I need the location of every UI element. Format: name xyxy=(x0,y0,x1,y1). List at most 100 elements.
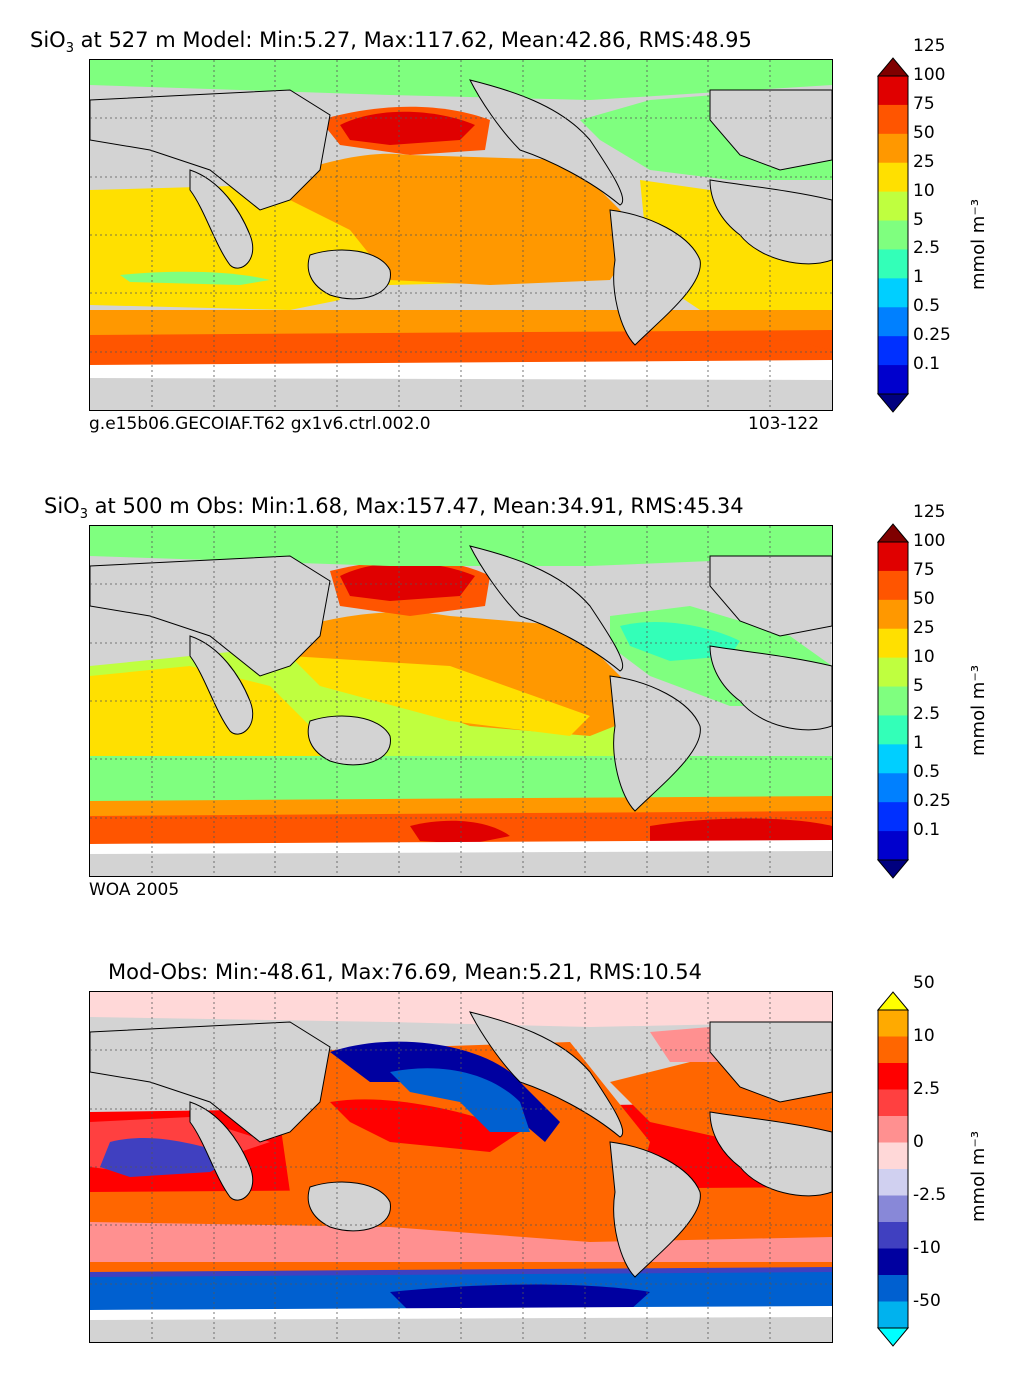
colorbar-segment xyxy=(878,1222,908,1249)
colorbar-segment xyxy=(878,336,908,366)
colorbar-diff-svg xyxy=(876,991,910,1347)
colorbar-tick-label: 100 xyxy=(913,65,946,85)
colorbar-segment xyxy=(878,599,908,630)
colorbar-extend-min xyxy=(876,393,910,413)
colorbar-diff xyxy=(876,991,910,1347)
colorbar-tick-label: 5 xyxy=(913,209,924,230)
panel-diff: Mod-Obs: Min:-48.61, Max:76.69, Mean:5.2… xyxy=(0,932,1022,1373)
colorbar-segment xyxy=(878,802,908,832)
run-name: g.e15b06.GECOIAF.T62 gx1v6.ctrl.002.0 xyxy=(89,414,431,434)
year-range: 103-122 xyxy=(748,414,820,434)
map-model xyxy=(89,59,833,411)
colorbar-tick-label: -10 xyxy=(913,1237,941,1258)
colorbar-tick-label: 25 xyxy=(913,617,935,638)
map-diff xyxy=(89,991,833,1343)
colorbar-segment xyxy=(878,1089,908,1117)
colorbar-unit: mmol m⁻³ xyxy=(968,664,989,756)
colorbar-segment xyxy=(878,191,908,222)
colorbar-model xyxy=(876,57,910,413)
colorbar-segment xyxy=(878,1301,908,1329)
map-diff-svg xyxy=(90,992,832,1342)
dataset-name: WOA 2005 xyxy=(89,880,180,900)
colorbar-tick-label: 50 xyxy=(913,122,935,143)
colorbar-tick-label: 10 xyxy=(913,1025,935,1046)
map-obs-svg xyxy=(90,526,832,876)
title-text: at 500 m Obs: Min:1.68, Max:157.47, Mean… xyxy=(87,494,744,518)
colorbar-segment xyxy=(878,1010,908,1037)
colorbar-segment xyxy=(878,365,908,395)
colorbar-segment xyxy=(878,542,908,572)
colorbar-extend-max xyxy=(876,57,910,77)
colorbar-tick-label: 5 xyxy=(913,675,924,696)
colorbar-tick-label: 1 xyxy=(913,267,924,288)
colorbar-segment xyxy=(878,133,908,164)
colorbar-segment xyxy=(878,307,908,337)
colorbar-tick-label: 75 xyxy=(913,559,935,580)
colorbar-segment xyxy=(878,249,908,279)
colorbar-tick-label: 2.5 xyxy=(913,238,941,259)
colorbar-model-svg xyxy=(876,57,910,413)
colorbar-tick-label: 125 xyxy=(913,502,946,523)
colorbar-tick-label: 50 xyxy=(913,588,935,609)
colorbar-tick-label: 0.1 xyxy=(913,354,941,375)
panel-title: Mod-Obs: Min:-48.61, Max:76.69, Mean:5.2… xyxy=(108,960,702,984)
colorbar-tick-label: 0.1 xyxy=(913,820,941,841)
colorbar-extend-max xyxy=(876,523,910,543)
panel-title: SiO3 at 500 m Obs: Min:1.68, Max:157.47,… xyxy=(44,494,744,522)
colorbar-tick-label: 0.5 xyxy=(913,296,941,317)
colorbar-tick-label: 0.25 xyxy=(913,791,951,812)
colorbar-segment xyxy=(878,773,908,803)
colorbar-tick-label: 25 xyxy=(913,151,935,172)
colorbar-segment xyxy=(878,104,908,135)
colorbar-segment xyxy=(878,686,908,716)
colorbar-segment xyxy=(878,162,908,193)
colorbar-extend-max xyxy=(876,991,910,1011)
colorbar-segment xyxy=(878,657,908,688)
colorbar-segment xyxy=(878,628,908,659)
colorbar-tick-label: 2.5 xyxy=(913,704,941,725)
title-species: SiO xyxy=(30,28,66,52)
colorbar-segment xyxy=(878,1142,908,1170)
colorbar-extend-min xyxy=(876,1327,910,1347)
title-subscript: 3 xyxy=(65,41,74,57)
colorbar-unit: mmol m⁻³ xyxy=(968,1130,989,1222)
colorbar-tick-label: 50 xyxy=(913,972,935,993)
colorbar-segment xyxy=(878,1248,908,1276)
colorbar-unit: mmol m⁻³ xyxy=(968,198,989,290)
colorbar-tick-label: 2.5 xyxy=(913,1078,941,1099)
colorbar-tick-label: 10 xyxy=(913,180,935,201)
title-text: at 527 m Model: Min:5.27, Max:117.62, Me… xyxy=(73,28,752,52)
colorbar-segment xyxy=(878,278,908,308)
panel-obs: SiO3 at 500 m Obs: Min:1.68, Max:157.47,… xyxy=(0,466,1022,926)
colorbar-obs-svg xyxy=(876,523,910,879)
colorbar-obs xyxy=(876,523,910,879)
colorbar-tick-label: 1 xyxy=(913,733,924,754)
colorbar-tick-label: 100 xyxy=(913,531,946,551)
colorbar-segment xyxy=(878,1036,908,1064)
colorbar-tick-label: 0 xyxy=(913,1131,924,1152)
colorbar-segment xyxy=(878,220,908,250)
colorbar-segment xyxy=(878,715,908,745)
colorbar-extend-min xyxy=(876,859,910,879)
title-text: Mod-Obs: Min:-48.61, Max:76.69, Mean:5.2… xyxy=(108,960,702,984)
map-model-svg xyxy=(90,60,832,410)
colorbar-tick-label: -2.5 xyxy=(913,1184,947,1205)
title-subscript: 3 xyxy=(79,507,88,523)
colorbar-tick-label: 125 xyxy=(913,36,946,57)
colorbar-segment xyxy=(878,1169,908,1196)
colorbar-tick-label: 10 xyxy=(913,646,935,667)
colorbar-segment xyxy=(878,570,908,601)
colorbar-segment xyxy=(878,1195,908,1223)
colorbar-segment xyxy=(878,1063,908,1090)
colorbar-tick-label: -50 xyxy=(913,1290,941,1311)
colorbar-segment xyxy=(878,744,908,774)
title-species: SiO xyxy=(44,494,80,518)
colorbar-segment xyxy=(878,1116,908,1143)
panel-model: SiO3 at 527 m Model: Min:5.27, Max:117.6… xyxy=(0,0,1022,460)
panel-title: SiO3 at 527 m Model: Min:5.27, Max:117.6… xyxy=(30,28,752,56)
colorbar-segment xyxy=(878,1275,908,1302)
colorbar-tick-label: 0.5 xyxy=(913,762,941,783)
colorbar-segment xyxy=(878,76,908,106)
colorbar-segment xyxy=(878,831,908,861)
colorbar-tick-label: 75 xyxy=(913,93,935,114)
